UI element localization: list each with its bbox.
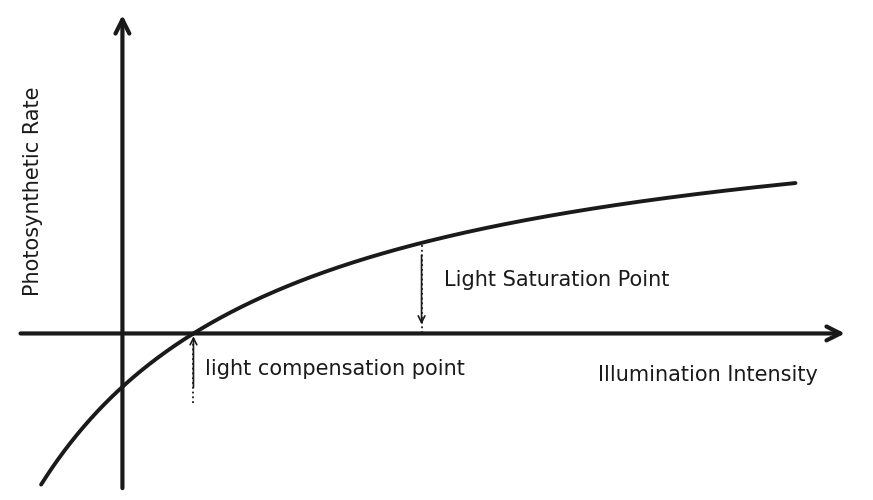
Text: light compensation point: light compensation point (204, 358, 464, 378)
Text: Photosynthetic Rate: Photosynthetic Rate (23, 87, 43, 296)
Text: Light Saturation Point: Light Saturation Point (444, 270, 670, 290)
Text: Illumination Intensity: Illumination Intensity (598, 365, 818, 385)
